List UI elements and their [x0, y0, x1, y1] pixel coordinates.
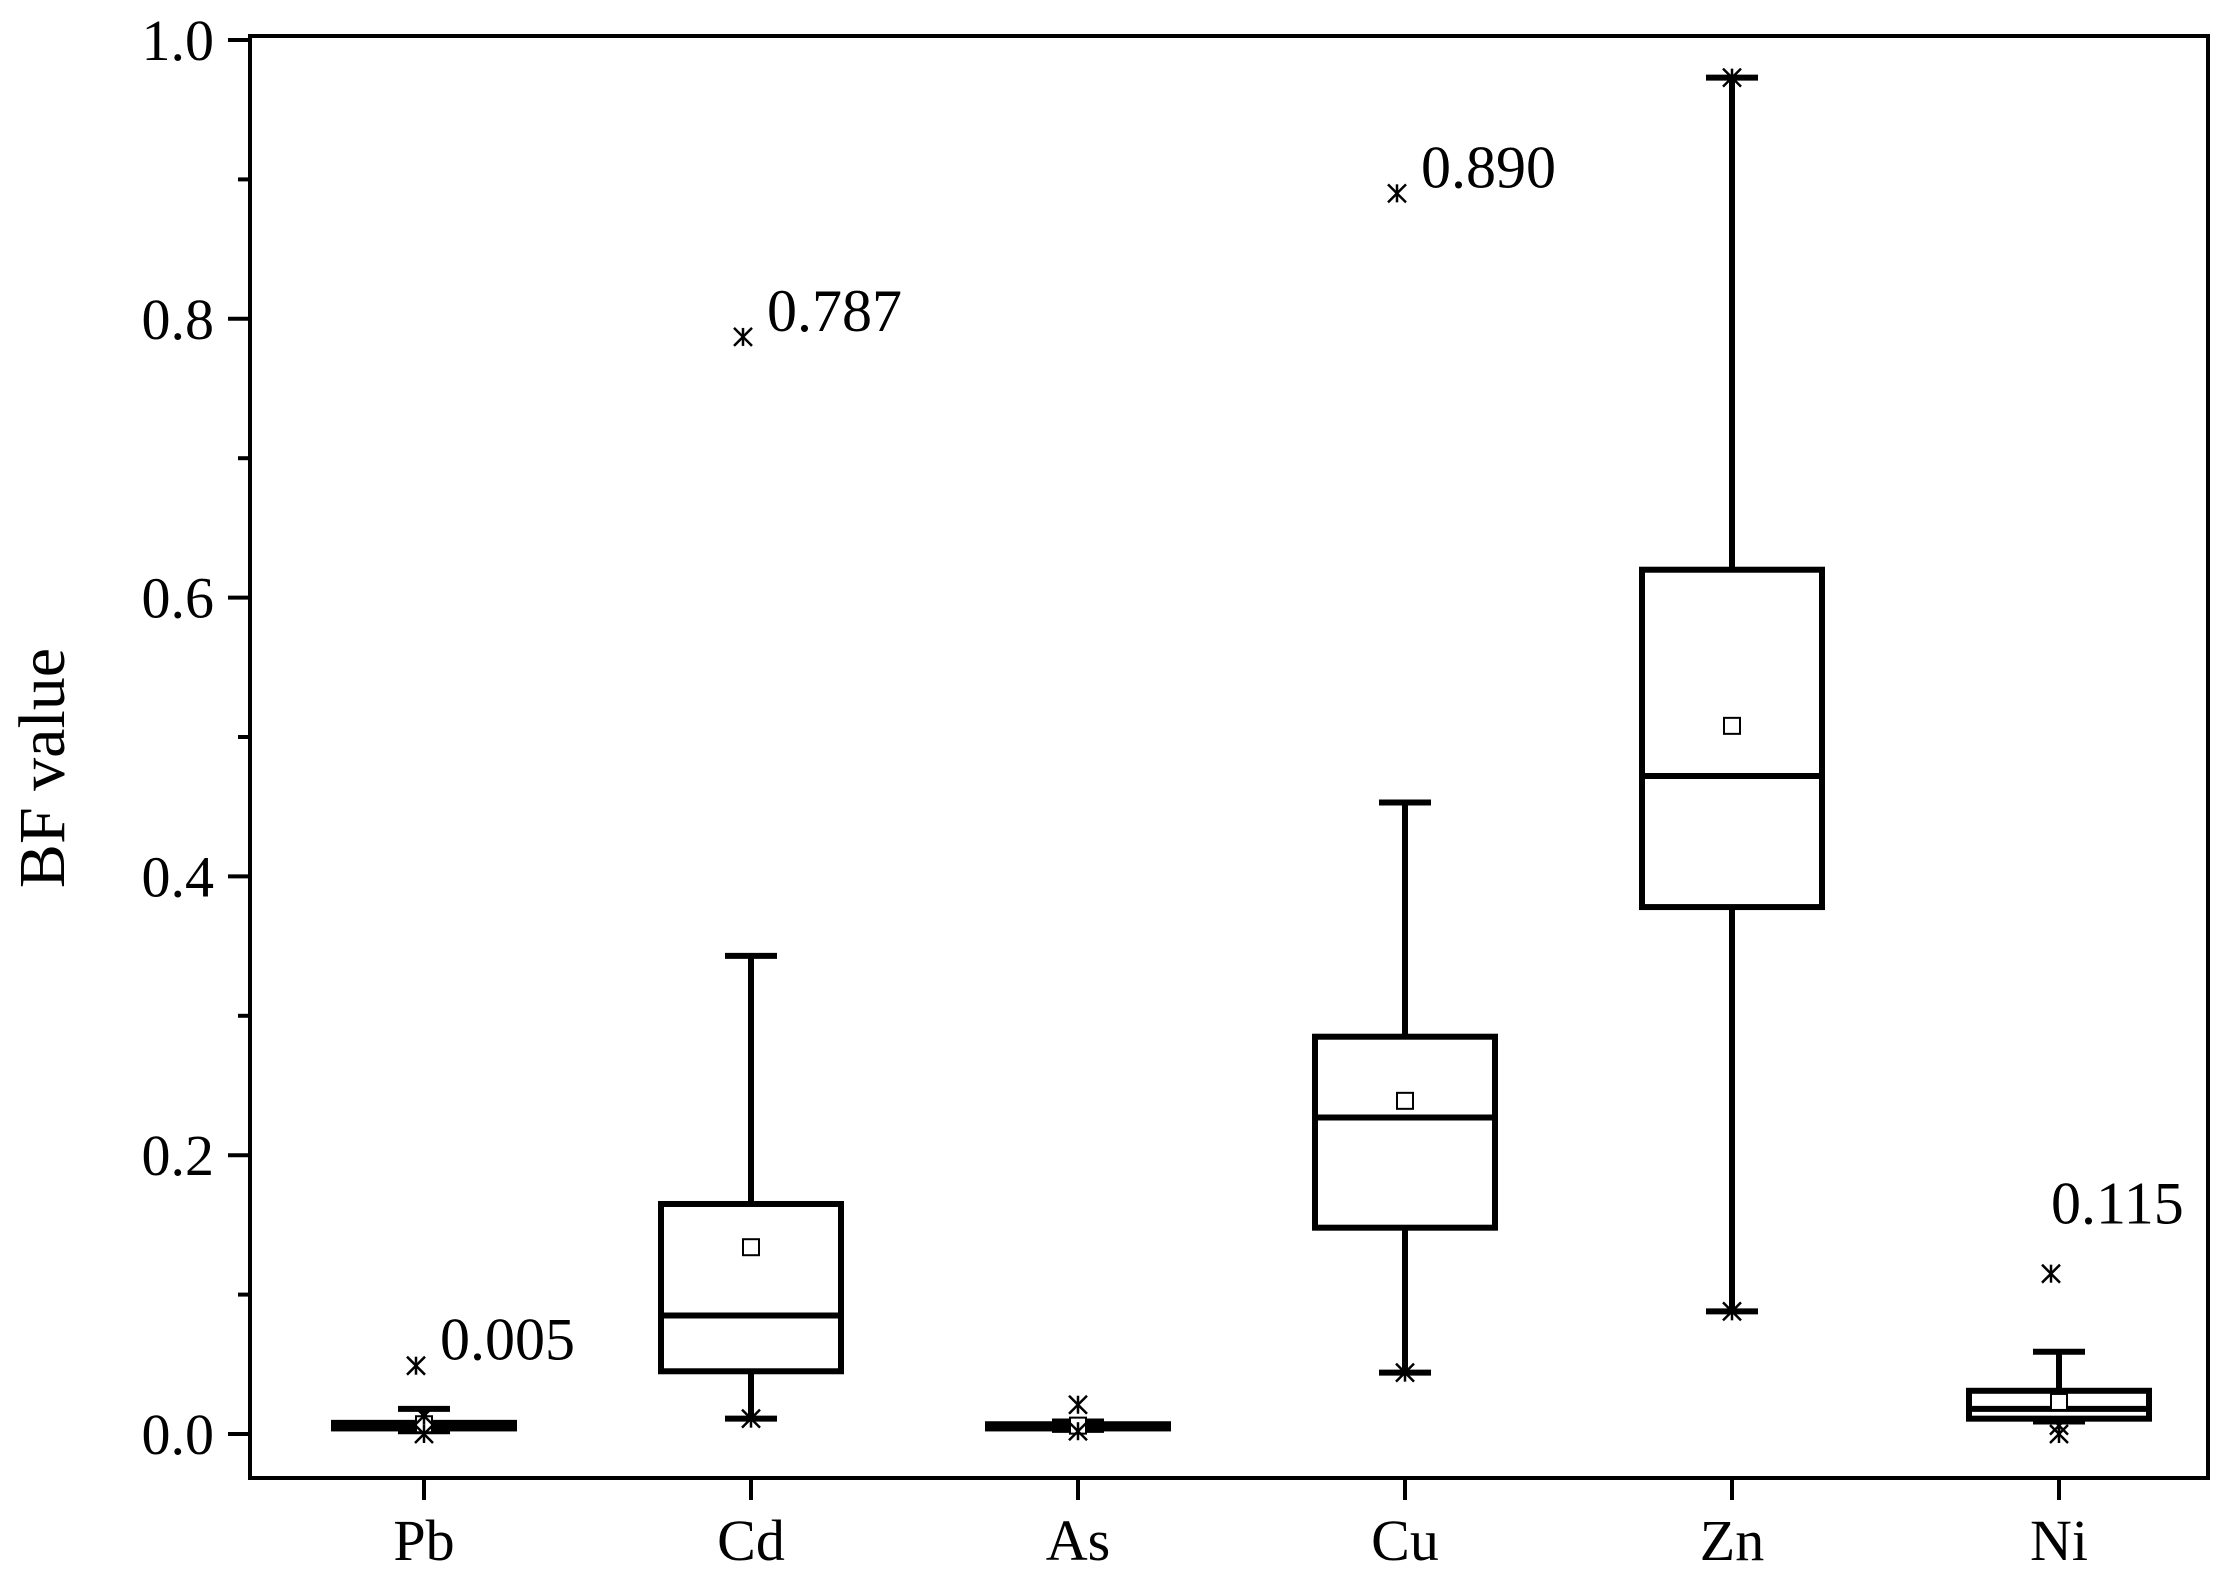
mean-marker [1723, 716, 1741, 735]
max-marker [414, 1405, 434, 1426]
y-tick-label: 0.6 [142, 566, 215, 631]
mean-marker [2050, 1392, 2068, 1411]
outlier-label: 0.787 [767, 278, 902, 344]
axes [228, 34, 2210, 1500]
y-axis-title: BF value [6, 648, 79, 888]
max-marker [2049, 1415, 2069, 1436]
iqr-box [1312, 1033, 1498, 1231]
y-tick-label: 0.8 [142, 287, 215, 352]
y-tick-label: 0.2 [142, 1123, 215, 1188]
min-marker [741, 1408, 761, 1429]
box-ni: 0.115 [1966, 1171, 2184, 1444]
max-marker [1722, 67, 1742, 88]
y-tick-label: 1.0 [142, 8, 215, 73]
mean-marker [1396, 1091, 1414, 1110]
plot-frame [248, 34, 2210, 1480]
y-tick-label: 0.4 [142, 844, 215, 909]
min-marker [1722, 1301, 1742, 1322]
outlier-marker [733, 327, 753, 347]
box-pb: 0.005 [331, 1307, 575, 1444]
outlier-label: 0.005 [440, 1307, 575, 1373]
outlier-marker [1387, 183, 1407, 204]
box-as [985, 1394, 1171, 1442]
max-marker [1068, 1394, 1088, 1415]
outlier-marker [406, 1355, 426, 1376]
outlier-marker [2041, 1263, 2061, 1284]
x-tick-label-cu: Cu [1371, 1508, 1439, 1573]
iqr-box [658, 1200, 844, 1375]
box-zn [1639, 67, 1825, 1322]
box-cd: 0.787 [658, 278, 902, 1429]
outlier-label: 0.890 [1421, 134, 1556, 200]
min-marker [414, 1424, 434, 1444]
iqr-box [1639, 566, 1825, 911]
box-cu: 0.890 [1312, 134, 1556, 1383]
x-tick-label-as: As [1046, 1508, 1110, 1573]
x-tick-label-cd: Cd [717, 1508, 785, 1573]
tick-labels: 0.0 0.2 0.4 0.6 0.8 1.0 Pb Cd As Cu Zn Ni [142, 8, 2089, 1573]
boxes: 0.005 0.787 0.890 0.115 [331, 67, 2184, 1444]
mean-marker [742, 1238, 760, 1257]
x-tick-label-pb: Pb [393, 1508, 454, 1573]
x-tick-label-ni: Ni [2030, 1508, 2088, 1573]
min-marker [1395, 1362, 1415, 1383]
outlier-label: 0.115 [2051, 1171, 2184, 1237]
min-marker [1068, 1421, 1088, 1442]
y-tick-label: 0.0 [142, 1402, 215, 1467]
x-tick-label-zn: Zn [1700, 1508, 1764, 1573]
